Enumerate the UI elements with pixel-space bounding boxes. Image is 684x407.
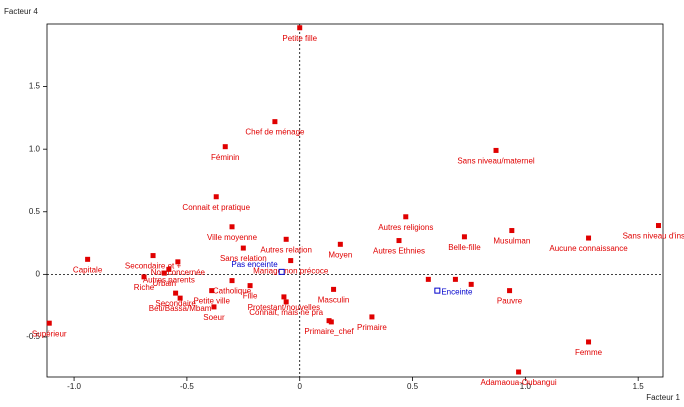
- point-label: Féminin: [211, 153, 239, 162]
- point-label: Catholique: [213, 287, 252, 296]
- point-label: Moyen: [328, 250, 352, 259]
- point-label: Primaire_chef: [304, 327, 354, 336]
- point-label: Secondaire et +: [125, 262, 182, 271]
- point: [425, 276, 431, 282]
- point-label: Protestant/nouvelles: [248, 303, 321, 312]
- point: [85, 256, 91, 262]
- point: [434, 287, 441, 294]
- point: [297, 25, 303, 31]
- point-label: Autres religions: [378, 223, 433, 232]
- x-tick-label: 1.0: [520, 382, 532, 391]
- point-label: Musulman: [493, 237, 530, 246]
- point: [507, 288, 513, 294]
- point: [141, 274, 147, 280]
- point: [461, 234, 467, 240]
- y-axis-label: Facteur 4: [4, 7, 38, 16]
- point-label: Belle-fille: [448, 243, 481, 252]
- point-label: Secondaire: [155, 299, 196, 308]
- point: [283, 299, 289, 305]
- point: [177, 295, 183, 301]
- point: [46, 320, 52, 326]
- point-label: Autres parents: [143, 275, 195, 284]
- point: [173, 290, 179, 296]
- point-label: Fille: [243, 292, 258, 301]
- y-tick-label: 0.5: [29, 207, 41, 216]
- point: [166, 266, 172, 272]
- point: [278, 268, 285, 275]
- point-label: Chef de ménage: [245, 128, 305, 137]
- point: [655, 223, 661, 229]
- point-label: Sans relation: [220, 254, 267, 263]
- point: [403, 214, 409, 220]
- point-label: Sans niveau/maternel: [457, 157, 535, 166]
- point: [272, 119, 278, 125]
- y-tick-label: 1.5: [29, 82, 41, 91]
- point: [516, 369, 522, 375]
- point-label: Urbain: [153, 279, 177, 288]
- point-label: Autres relation: [260, 245, 312, 254]
- point: [211, 304, 217, 310]
- point: [247, 283, 253, 289]
- point: [396, 238, 402, 244]
- point-label: Non concernée: [151, 268, 206, 277]
- point-label: Adamaoua-Oubangui: [481, 378, 557, 387]
- point: [331, 286, 337, 292]
- point-label: Capitale: [73, 265, 103, 274]
- point: [328, 319, 334, 325]
- y-tick-label: -0.5: [26, 332, 40, 341]
- point: [281, 294, 287, 300]
- x-tick-label: -0.5: [180, 382, 194, 391]
- point-label: Connait et pratique: [182, 203, 250, 212]
- point: [213, 194, 219, 200]
- point-label: Beti/Bassa/Mbam: [149, 304, 212, 313]
- point: [175, 259, 181, 265]
- point-label: Supérieur: [32, 329, 67, 338]
- x-axis-label: Facteur 1: [646, 393, 680, 402]
- point: [229, 278, 235, 284]
- point: [509, 228, 515, 234]
- point-label: Petite ville: [193, 297, 230, 306]
- point: [493, 147, 499, 153]
- point-label: Femme: [575, 348, 603, 357]
- point: [283, 236, 289, 242]
- x-tick-label: 0.5: [407, 382, 419, 391]
- point-label: Primaire: [357, 323, 387, 332]
- x-tick-label: 0: [297, 382, 302, 391]
- point: [222, 144, 228, 150]
- x-tick-label: 1.5: [633, 382, 645, 391]
- point: [240, 245, 246, 251]
- point-label: Ville moyenne: [207, 233, 258, 242]
- y-tick-label: 1.0: [29, 144, 41, 153]
- x-tick-label: -1.0: [67, 382, 81, 391]
- point-label: Masculin: [318, 295, 350, 304]
- point-label: Enceinte: [441, 288, 473, 297]
- point: [229, 224, 235, 230]
- point: [586, 235, 592, 241]
- point: [209, 288, 215, 294]
- point: [452, 276, 458, 282]
- point: [369, 314, 375, 320]
- point-label: Connait, mais ne pra: [249, 308, 323, 317]
- point-label: Autres Ethnies: [373, 247, 425, 256]
- point: [288, 258, 294, 264]
- point-label: Mariage non précoce: [253, 267, 329, 276]
- point: [150, 253, 156, 259]
- point-label: Soeur: [203, 313, 225, 322]
- point-label: Aucune connaissance: [549, 244, 628, 253]
- point: [468, 281, 474, 287]
- point-label: Pas enceinte: [231, 260, 278, 269]
- point-label: Pauvre: [497, 297, 523, 306]
- plot-frame: [46, 23, 664, 378]
- point: [586, 339, 592, 345]
- point-label: Petite fille: [282, 34, 317, 43]
- point-label: Sans niveau d'instru: [623, 232, 684, 241]
- point: [337, 241, 343, 247]
- point-label: Riche: [134, 283, 155, 292]
- y-tick-label: 0: [36, 269, 41, 278]
- point: [161, 270, 167, 276]
